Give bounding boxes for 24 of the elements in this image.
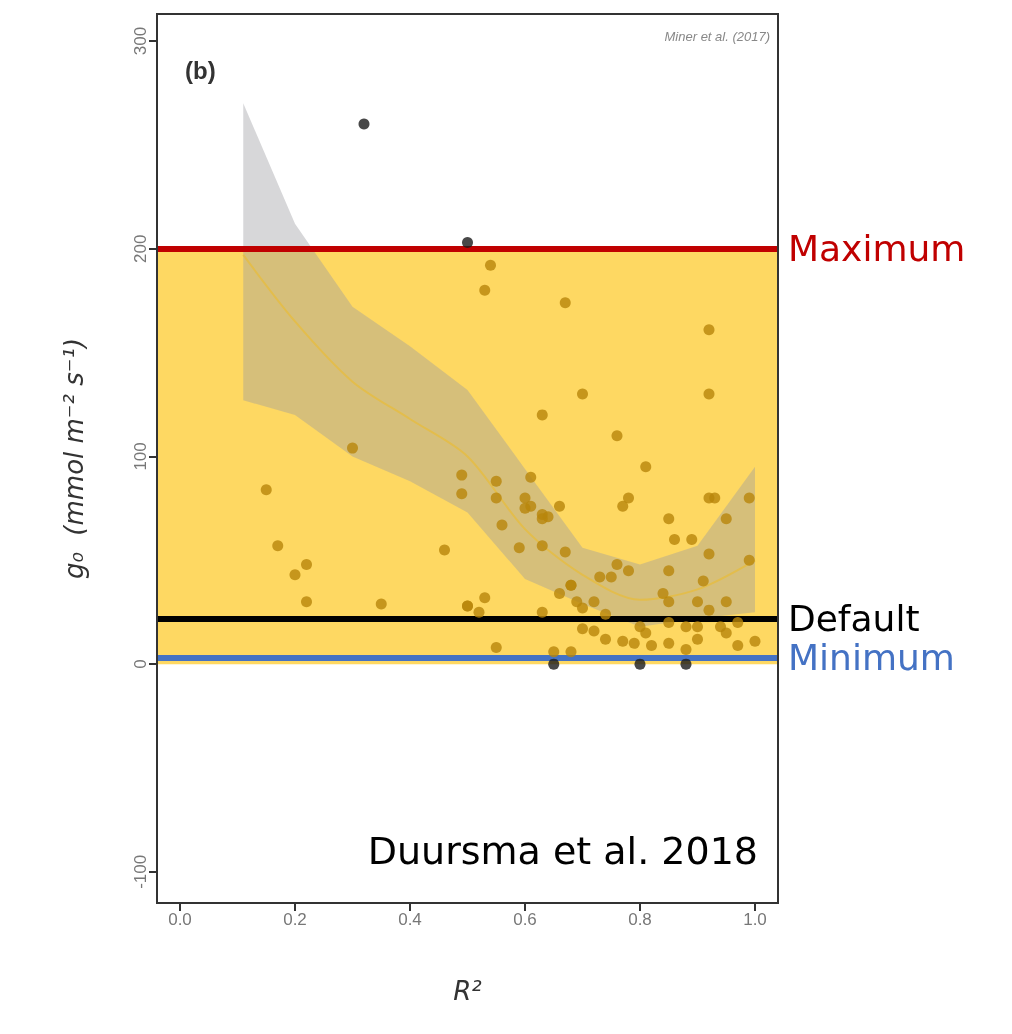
ref-line-label: Maximum (788, 228, 966, 270)
x-tick-label: 1.0 (743, 910, 767, 929)
point (548, 658, 560, 670)
x-tick-label: 0.4 (398, 910, 422, 929)
annotation: (b) (185, 56, 216, 84)
ref-line-label: Minimum (788, 637, 955, 679)
annotation: Duursma et al. 2018 (367, 829, 759, 873)
y-tick-label: -100 (131, 854, 150, 889)
x-tick-label: 0.8 (628, 910, 652, 929)
y-tick-label: 0 (131, 659, 150, 669)
x-tick-label: 0.2 (283, 910, 307, 929)
x-tick-label: 0.6 (513, 910, 537, 929)
point (680, 658, 692, 670)
y-axis-title: g₀ (mmol m⁻² s⁻¹) (59, 337, 89, 580)
x-axis-title: R² (453, 976, 482, 1006)
point (462, 236, 473, 248)
annotation: Miner et al. (2017) (664, 29, 771, 44)
y-tick-label: 100 (131, 442, 150, 471)
point (634, 658, 646, 670)
y-tick-label: 200 (131, 234, 150, 263)
ref-line-label: Default (788, 597, 920, 639)
x-tick-label: 0.0 (168, 910, 192, 929)
point (358, 118, 370, 130)
y-tick-label: 300 (131, 26, 150, 56)
